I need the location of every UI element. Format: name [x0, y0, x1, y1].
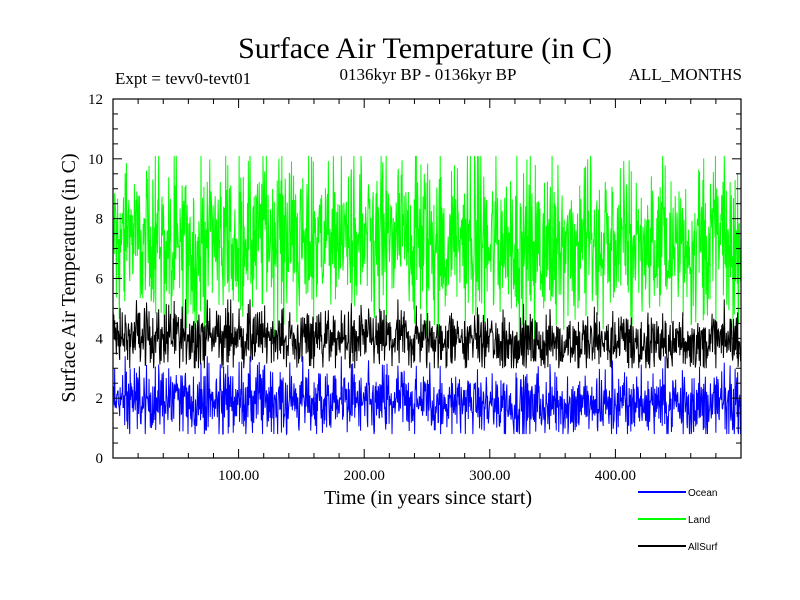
x-tick-label: 200.00	[344, 468, 385, 484]
x-tick-label: 100.00	[218, 468, 259, 484]
y-tick-label: 12	[88, 92, 103, 108]
y-tick-label: 0	[96, 451, 104, 467]
y-tick-label: 10	[88, 152, 103, 168]
y-axis-label: Surface Air Temperature (in C)	[58, 153, 80, 402]
y-tick-label: 6	[96, 272, 104, 288]
x-tick-label: 300.00	[469, 468, 510, 484]
chart-subtitle-left: Expt = tevv0-tevt01	[115, 69, 251, 88]
axes-layer: 100.00 200.00 300.00 400.00 0 2 4 6 8 10 12	[88, 92, 741, 484]
chart-subtitle-right: ALL_MONTHS	[629, 65, 742, 84]
x-tick-label: 400.00	[595, 468, 636, 484]
chart-title: Surface Air Temperature (in C)	[238, 32, 612, 65]
legend-label-land: Land	[688, 515, 710, 526]
legend-label-ocean: Ocean	[688, 488, 717, 499]
series-layer	[112, 155, 742, 436]
series-line-ocean	[112, 356, 742, 436]
x-axis-label: Time (in years since start)	[324, 487, 532, 509]
y-tick-label: 8	[96, 212, 104, 228]
legend-label-allsurf: AllSurf	[688, 542, 718, 553]
series-line-allsurf	[112, 299, 742, 369]
series-line-land	[112, 155, 742, 345]
chart-subtitle-center: 0136kyr BP - 0136kyr BP	[340, 65, 517, 84]
y-tick-label: 2	[96, 391, 104, 407]
y-tick-label: 4	[96, 331, 104, 347]
legend: Ocean Land AllSurf	[638, 488, 718, 553]
